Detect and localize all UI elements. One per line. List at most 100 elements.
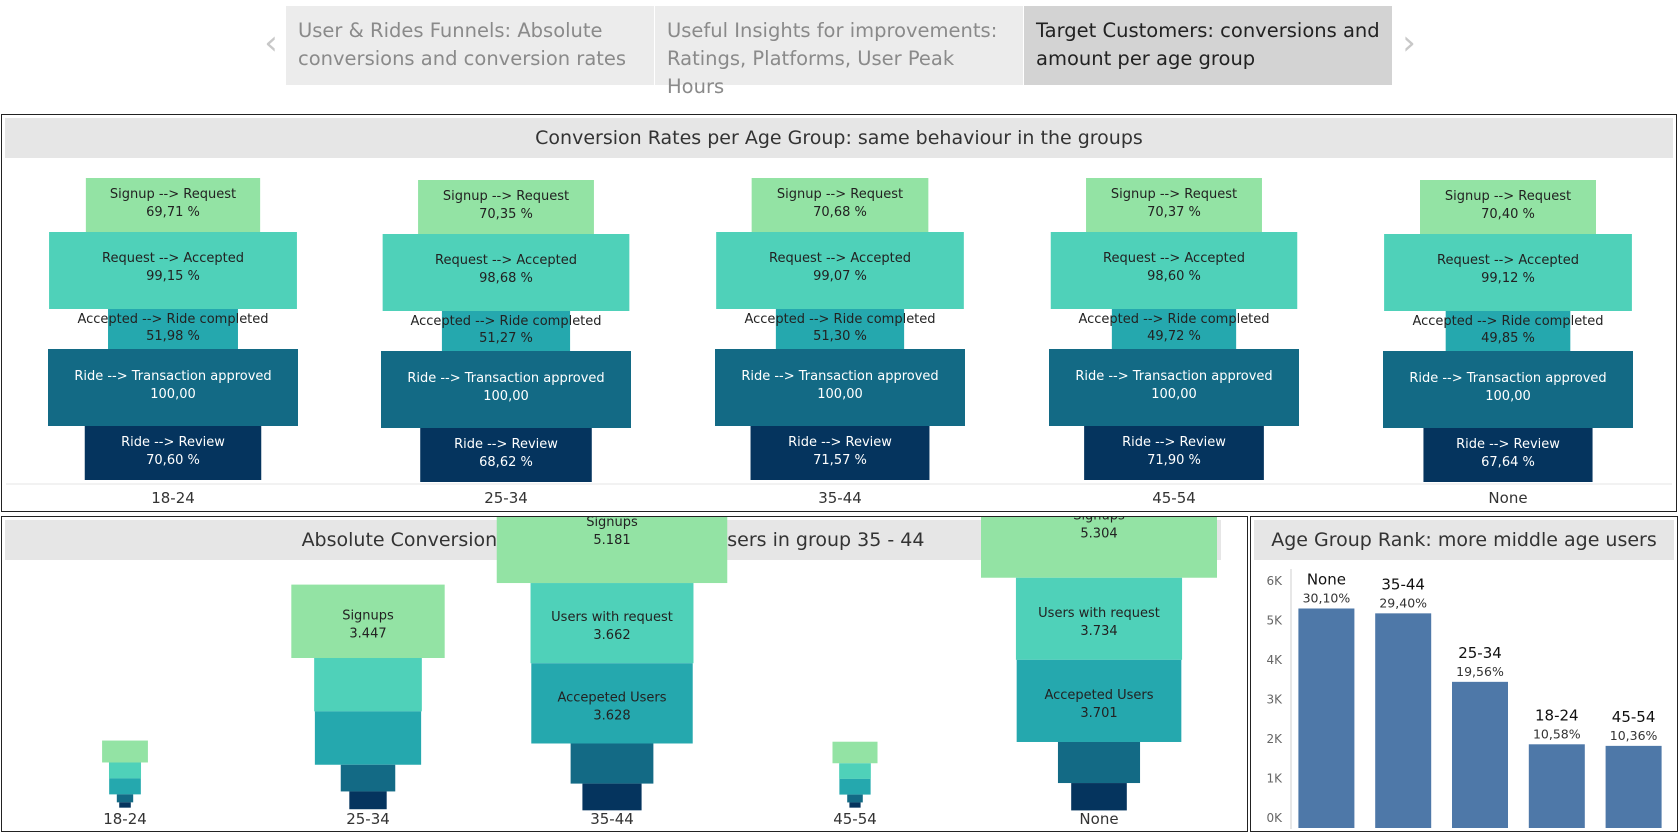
stage-value-label: 100,00: [150, 387, 196, 402]
stage-label: Ride --> Review: [1122, 435, 1226, 450]
funnel-stage: [84, 426, 262, 480]
funnel-stage: [1071, 783, 1127, 811]
funnel-stage: [48, 349, 298, 426]
funnel-stage: [1086, 178, 1262, 232]
bar-percent-label: 10,58%: [1533, 726, 1581, 741]
stage-value-label: 3.701: [1080, 706, 1117, 721]
stage-value-label: 100,00: [483, 389, 529, 404]
category-label: 45-54: [833, 810, 877, 828]
funnel-stage: [340, 764, 396, 792]
stage-value-label: 69,71 %: [146, 205, 200, 220]
funnel-stage: [420, 428, 592, 482]
y-tick-label: 1K: [1266, 772, 1283, 786]
funnel-stage: [418, 180, 594, 234]
bar-category-label: 18-24: [1535, 706, 1579, 724]
stage-label: Accepted --> Ride completed: [744, 312, 935, 327]
stage-label: Ride --> Review: [454, 437, 558, 452]
stage-label: Accepeted Users: [557, 690, 666, 705]
funnel-stage: [1423, 428, 1593, 482]
stage-value-label: 49,85 %: [1481, 331, 1535, 346]
stage-value-label: 70,35 %: [479, 207, 533, 222]
y-tick-label: 6K: [1266, 574, 1283, 588]
absolute-conversions-chart: 18-24 Signups 3.447 25-34 Signups 5.181 Users …: [102, 517, 1217, 828]
stage-value-label: 67,64 %: [1481, 455, 1535, 470]
category-label: 35-44: [818, 489, 862, 507]
stage-label: Users with request: [551, 610, 673, 625]
funnel-stage: [1050, 232, 1298, 309]
stage-value-label: 100,00: [1485, 389, 1531, 404]
bar-category-label: None: [1307, 570, 1346, 588]
category-label: 25-34: [346, 810, 390, 828]
stage-value-label: 68,62 %: [479, 455, 533, 470]
bar-category-label: 35-44: [1381, 575, 1425, 593]
funnel-stage: [108, 309, 238, 349]
funnel-stage: [582, 783, 642, 811]
funnel-stage: [1049, 349, 1299, 426]
funnel-stage: [291, 584, 445, 658]
funnel-stage: [314, 711, 422, 765]
story-tab-target-customers[interactable]: Target Customers: conversions and amount…: [1024, 6, 1392, 85]
y-tick-label: 3K: [1266, 693, 1283, 707]
funnel-stage: [1084, 426, 1264, 480]
stage-label: Ride --> Transaction approved: [1075, 369, 1272, 384]
stage-label: Signup --> Request: [1445, 189, 1571, 204]
story-tab-line: Ratings, Platforms, User Peak Hours: [667, 47, 955, 98]
bar-percent-label: 10,36%: [1610, 728, 1658, 743]
funnel-stage: [750, 426, 930, 480]
y-tick-label: 4K: [1266, 653, 1283, 667]
funnel-stage: [1111, 309, 1237, 349]
funnel-stage: [751, 178, 929, 232]
y-tick-label: 0K: [1266, 811, 1283, 825]
stage-label: Accepted --> Ride completed: [1078, 312, 1269, 327]
funnel-stage: [1383, 351, 1633, 428]
stage-value-label: 51,27 %: [479, 331, 533, 346]
stage-value-label: 49,72 %: [1147, 329, 1201, 344]
bar: [1452, 681, 1508, 828]
category-label: 35-44: [590, 810, 634, 828]
funnel-stage: [381, 351, 631, 428]
bar-percent-label: 29,40%: [1379, 595, 1427, 610]
funnel-stage: [570, 743, 654, 784]
stage-value-label: 51,98 %: [146, 329, 200, 344]
y-tick-label: 5K: [1266, 614, 1283, 628]
story-tab-line: User & Rides Funnels: Absolute: [298, 19, 603, 42]
stage-label: Users with request: [1038, 606, 1160, 621]
funnel-stage: [832, 741, 878, 764]
age-group-rank-chart: 0K 1K 2K 3K 4K 5K 6K 30,10% None 29,40% 35-44 19,56…: [1266, 569, 1662, 829]
stage-label: Ride --> Review: [1456, 437, 1560, 452]
stage-value-label: 98,68 %: [479, 271, 533, 286]
stage-label: Signups: [342, 608, 394, 623]
chevron-right-icon[interactable]: ›: [1402, 23, 1416, 63]
stage-label: Ride --> Transaction approved: [74, 369, 271, 384]
stage-value-label: 100,00: [817, 387, 863, 402]
chevron-left-icon[interactable]: ‹: [264, 23, 278, 63]
stage-value-label: 70,37 %: [1147, 205, 1201, 220]
category-label: 18-24: [103, 810, 147, 828]
funnel-stage: [715, 349, 965, 426]
story-tab-insights[interactable]: Useful Insights for improvements: Rating…: [655, 6, 1023, 98]
funnel-stage: [349, 791, 387, 810]
story-tab-line: Useful Insights for improvements:: [667, 19, 998, 42]
category-label: 45-54: [1152, 489, 1196, 507]
stage-value-label: 3.662: [593, 628, 630, 643]
stage-label: Signups: [586, 517, 638, 530]
funnel-stage: [716, 232, 964, 309]
funnel-stage: [102, 740, 148, 763]
funnel-stage: [981, 517, 1217, 578]
stage-label: Request --> Accepted: [1437, 253, 1579, 268]
bar-percent-label: 19,56%: [1456, 664, 1504, 679]
funnel-stage: [109, 778, 141, 795]
funnel-stage: [116, 794, 134, 803]
absolute-conversions-panel: Absolute Conversions per Age Group: Most…: [1, 516, 1248, 832]
stage-value-label: 70,60 %: [146, 453, 200, 468]
funnel-stage: [530, 583, 694, 664]
stage-value-label: 70,68 %: [813, 205, 867, 220]
story-tab-line: amount per age group: [1036, 47, 1256, 70]
stage-label: Request --> Accepted: [435, 253, 577, 268]
bar-category-label: 25-34: [1458, 644, 1502, 662]
stage-label: Accepted --> Ride completed: [410, 314, 601, 329]
funnel-stage: [839, 763, 871, 779]
story-navigation: ‹ User & Rides Funnels: Absolute convers…: [0, 0, 1680, 98]
stage-value-label: 3.734: [1080, 624, 1117, 639]
story-tab-funnels[interactable]: User & Rides Funnels: Absolute conversio…: [286, 6, 654, 85]
